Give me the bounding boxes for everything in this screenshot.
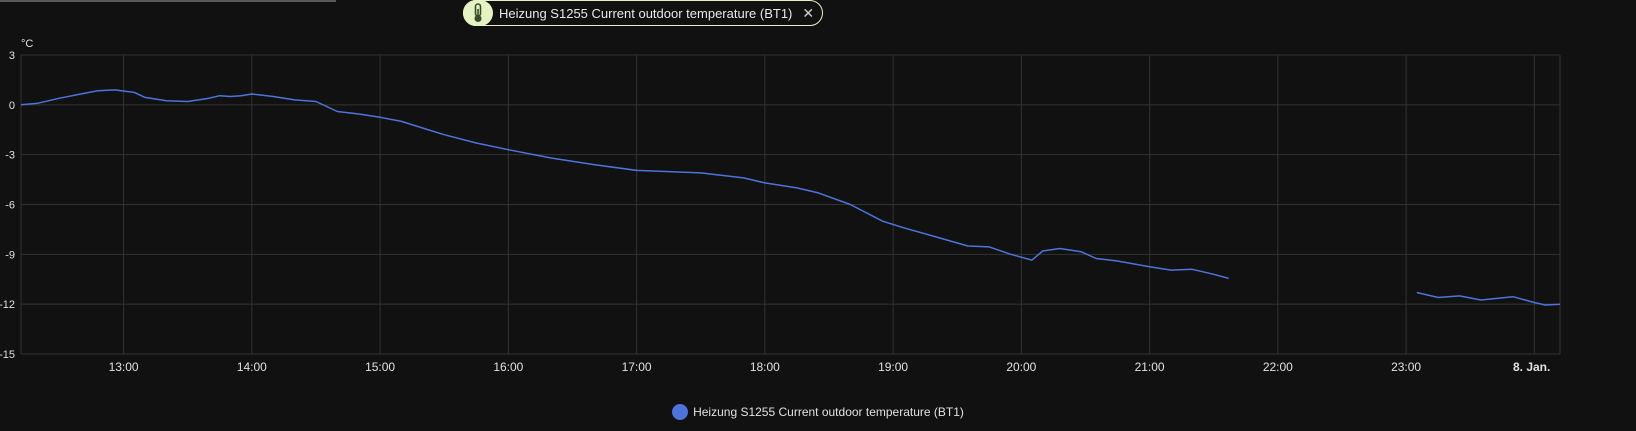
entity-filter-chip-label: Heizung S1255 Current outdoor temperatur… xyxy=(499,5,793,21)
legend-color-dot xyxy=(672,404,689,420)
x-tick-label: 13:00 xyxy=(109,360,139,374)
series-line-segment[interactable] xyxy=(1416,291,1561,306)
grid-lines xyxy=(20,54,1561,355)
x-tick-label: 8. Jan. xyxy=(1513,360,1550,374)
y-axis-unit-label: °C xyxy=(21,38,33,50)
x-tick-label: 16:00 xyxy=(493,360,523,374)
y-tick-label: -9 xyxy=(5,249,15,261)
x-tick-label: 14:00 xyxy=(237,360,267,374)
top-divider xyxy=(0,0,336,2)
chart-legend: Heizung S1255 Current outdoor temperatur… xyxy=(0,404,1636,420)
series-lines[interactable] xyxy=(20,89,1561,306)
thermometer-icon xyxy=(463,0,493,26)
legend-item-label: Heizung S1255 Current outdoor temperatur… xyxy=(693,405,964,419)
x-axis-ticks: 13:00 14:00 15:00 16:00 17:00 18:00 19:00 20:00… xyxy=(109,360,1551,374)
x-tick-label: 15:00 xyxy=(365,360,395,374)
y-tick-label: 3 xyxy=(9,50,15,62)
y-tick-label: 0 xyxy=(9,100,15,112)
x-tick-label: 17:00 xyxy=(622,360,652,374)
y-tick-label: -15 xyxy=(0,349,15,361)
x-tick-label: 23:00 xyxy=(1391,360,1421,374)
x-tick-label: 20:00 xyxy=(1006,360,1036,374)
x-tick-label: 19:00 xyxy=(878,360,908,374)
x-tick-label: 21:00 xyxy=(1135,360,1165,374)
y-tick-label: -6 xyxy=(5,200,15,212)
y-tick-label: -3 xyxy=(5,150,15,162)
y-tick-label: -12 xyxy=(0,299,15,311)
close-icon[interactable]: ✕ xyxy=(802,5,815,21)
x-tick-label: 18:00 xyxy=(750,360,780,374)
y-axis-ticks: 3 0 -3 -6 -9 -12 -15 xyxy=(0,50,15,361)
x-tick-label: 22:00 xyxy=(1263,360,1293,374)
legend-item[interactable]: Heizung S1255 Current outdoor temperatur… xyxy=(672,404,964,420)
series-line-segment[interactable] xyxy=(20,89,1229,280)
temperature-chart[interactable]: °C 3 0 -3 -6 -9 -12 -15 13:00 14:00 15:00 16:00 17… xyxy=(0,0,1636,400)
entity-filter-chip[interactable]: Heizung S1255 Current outdoor temperatur… xyxy=(463,0,824,26)
